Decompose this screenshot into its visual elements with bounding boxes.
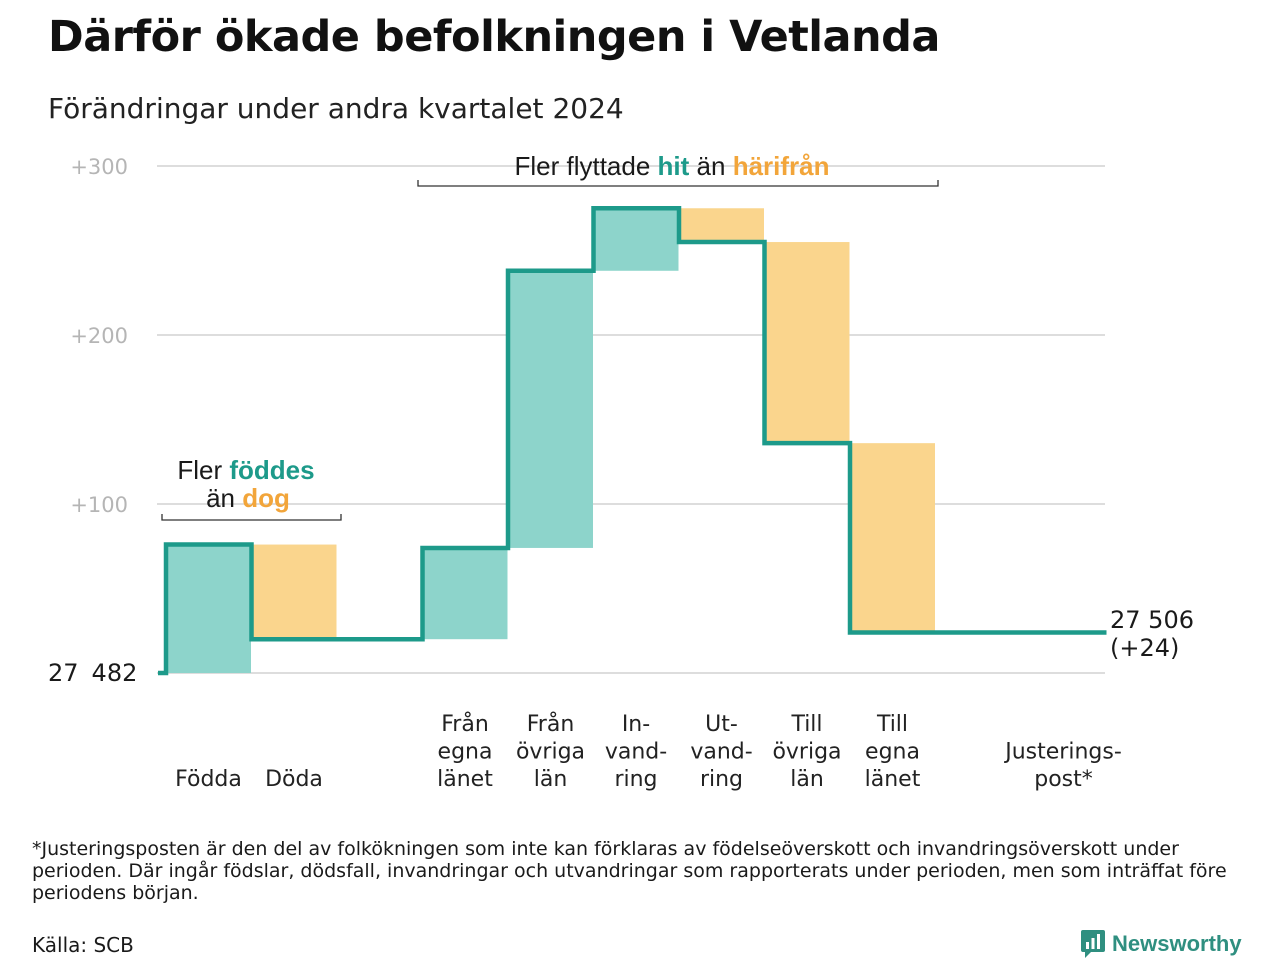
category-label: Justerings- bbox=[1003, 740, 1122, 765]
category-label: län bbox=[790, 767, 824, 792]
bar-fran-ovriga-lan bbox=[508, 270, 593, 548]
bar-invandring bbox=[593, 208, 679, 271]
category-label: ring bbox=[614, 767, 657, 792]
category-label: ring bbox=[700, 767, 743, 792]
bar-till-egna-lanet bbox=[850, 443, 935, 633]
source-note: Källa: SCB bbox=[32, 933, 134, 957]
start-value-part: 27 bbox=[48, 659, 79, 687]
end-change-label: (+24) bbox=[1110, 634, 1179, 662]
bar-fran-egna-lanet bbox=[422, 547, 508, 640]
migration-bracket bbox=[417, 180, 939, 187]
category-label: In- bbox=[622, 712, 650, 737]
footnote: *Justeringsposten är den del av folkökni… bbox=[32, 838, 1227, 904]
newsworthy-logo-icon bbox=[1081, 930, 1105, 958]
category-label: vand- bbox=[605, 740, 667, 765]
category-label: övriga bbox=[772, 740, 841, 765]
category-label: övriga bbox=[516, 740, 585, 765]
y-tick-label: +300 bbox=[70, 155, 128, 179]
category-label: vand- bbox=[690, 740, 752, 765]
chart-title: Därför ökade befolkningen i Vetlanda bbox=[48, 12, 940, 62]
category-label: post* bbox=[1034, 767, 1093, 792]
migration-annotation: Fler flyttade hit än härifrån bbox=[514, 151, 829, 181]
category-label: länet bbox=[865, 767, 921, 792]
category-label: Födda bbox=[175, 767, 242, 792]
brand-logo[interactable]: Newsworthy bbox=[1080, 928, 1242, 960]
category-label: Till bbox=[876, 712, 908, 737]
start-value-label: 27 482 bbox=[48, 659, 137, 687]
category-label: Från bbox=[527, 711, 575, 737]
bar-till-ovriga-lan bbox=[764, 242, 850, 444]
category-label: egna bbox=[438, 740, 493, 765]
category-label: länet bbox=[437, 767, 493, 792]
category-label: Från bbox=[441, 711, 489, 737]
bar-utvandring bbox=[679, 208, 764, 243]
annotations: Fler föddes än dog Fler flyttade hit än … bbox=[161, 151, 939, 521]
births-annotation-line1: Fler föddes bbox=[177, 455, 314, 485]
bar-doda bbox=[251, 544, 337, 640]
start-value-part: 482 bbox=[92, 659, 138, 687]
brand-name: Newsworthy bbox=[1112, 931, 1242, 956]
births-bracket bbox=[161, 514, 342, 521]
births-annotation-line2: än dog bbox=[206, 483, 290, 513]
category-label: Döda bbox=[265, 767, 323, 792]
bars bbox=[166, 208, 935, 673]
step-line bbox=[158, 206, 1107, 676]
end-value-label: 27 506 bbox=[1110, 606, 1194, 634]
chart-subtitle: Förändringar under andra kvartalet 2024 bbox=[48, 92, 624, 125]
category-label: Ut- bbox=[705, 712, 738, 737]
category-label: län bbox=[534, 767, 568, 792]
category-label: egna bbox=[865, 740, 920, 765]
bar-fodda bbox=[166, 544, 251, 673]
grid-lines bbox=[157, 165, 1105, 674]
y-tick-label: +100 bbox=[70, 493, 128, 517]
y-tick-label: +200 bbox=[70, 324, 128, 348]
step-line-group bbox=[158, 206, 1107, 676]
category-label: Till bbox=[790, 712, 822, 737]
